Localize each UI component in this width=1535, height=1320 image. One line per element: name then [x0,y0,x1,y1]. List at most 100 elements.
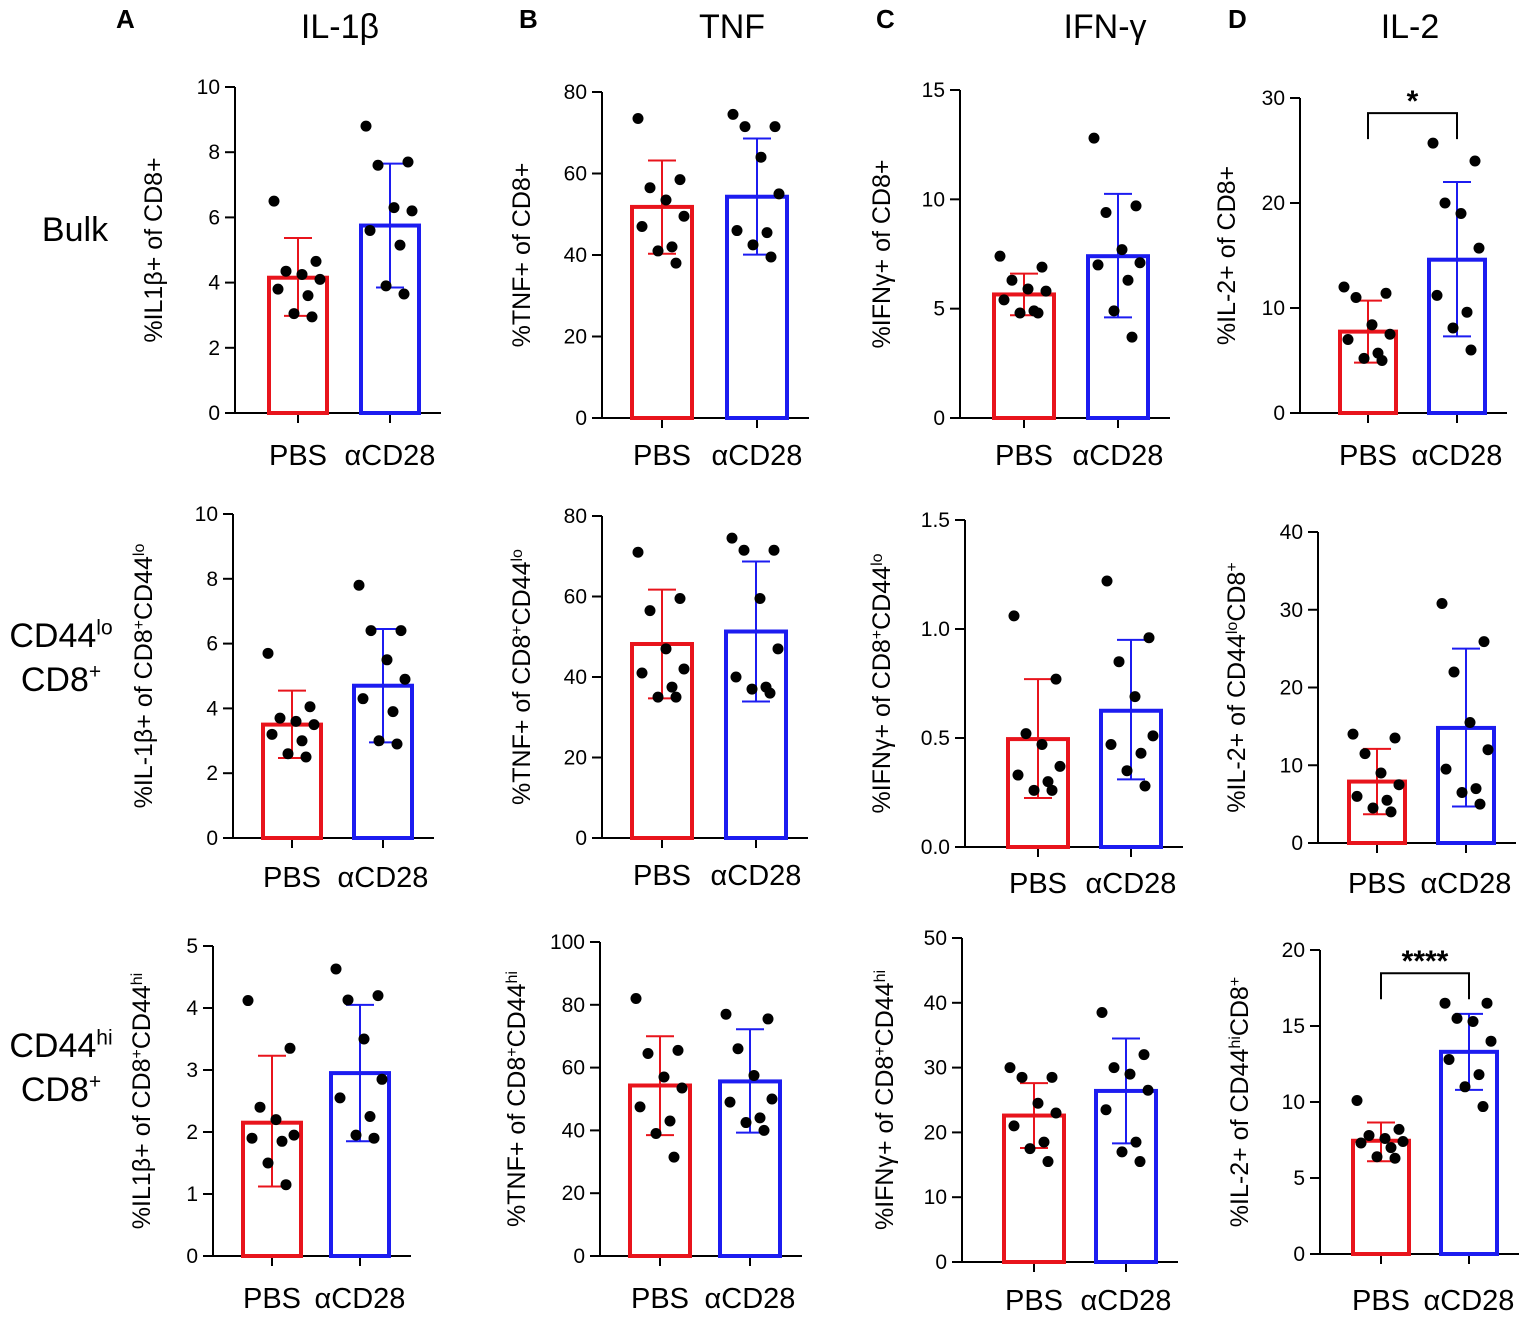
data-point [1116,1146,1128,1158]
data-point [1482,744,1494,756]
data-point [739,121,751,133]
category-label: PBS [1339,440,1397,472]
y-tick-label: 20 [1282,939,1305,962]
data-point [381,654,393,666]
category-label: PBS [243,1283,301,1315]
significance-label: **** [1402,945,1449,978]
data-point [670,691,682,703]
data-point [1371,1151,1383,1163]
y-tick-label: 0 [206,827,218,850]
category-label: αCD28 [1424,1285,1515,1317]
data-point [1113,656,1125,668]
data-point [658,1071,670,1083]
data-point [732,1043,744,1055]
panel-letter-c: C [876,4,895,34]
data-point [373,735,385,747]
data-point [660,194,672,206]
category-label: αCD28 [711,860,802,892]
data-point [650,1128,662,1140]
data-point [1036,261,1048,273]
data-point [632,546,644,558]
y-axis-label: %IFNγ+ of CD8+CD44hi [871,970,899,1230]
data-point [644,182,656,194]
y-tick-label: 10 [197,76,220,99]
data-point [1050,1107,1062,1119]
chart-panel-a-3: 0 1 2 3 4 5 PBS αCD28 %IL1β+ of CD8+CD44hi [128,935,411,1315]
data-point [772,643,784,655]
data-point [1046,784,1058,796]
y-tick-label: 20 [924,1121,947,1144]
data-point [1338,281,1350,293]
data-point [276,1135,288,1147]
data-point [334,1092,346,1104]
data-point [1461,306,1473,318]
y-tick-label: 1.0 [921,618,950,641]
data-point [1042,776,1054,788]
row-label-cd44hi: CD44hi CD8+ [9,1026,113,1110]
data-point [1389,732,1401,744]
data-point [266,728,278,740]
data-point [1122,274,1134,286]
y-tick-label: 6 [206,633,218,656]
data-point [768,544,780,556]
data-point [1366,319,1378,331]
y-tick-label: 0.0 [921,836,950,859]
data-point [1092,259,1104,271]
data-point [380,280,392,292]
data-point [678,663,690,675]
data-point [1393,779,1405,791]
data-point [636,667,648,679]
y-tick-label: 40 [924,992,947,1015]
data-point [998,294,1010,306]
panel-letter-a: A [116,4,135,34]
y-axis-label: %IFNγ+ of CD8+ [868,160,896,349]
data-point [1363,1129,1375,1141]
y-tick-label: 30 [1280,599,1303,622]
data-point [1470,783,1482,795]
data-point [1134,257,1146,269]
data-point [1088,132,1100,144]
data-point [766,1093,778,1105]
data-point [262,1157,274,1169]
category-label: αCD28 [1081,1285,1172,1317]
data-point [720,1008,732,1020]
category-label: PBS [1005,1285,1063,1317]
y-tick-label: 10 [195,503,218,526]
category-label: αCD28 [338,862,429,894]
data-point [1376,355,1388,366]
data-point [1473,242,1485,254]
data-point [1108,305,1120,317]
y-tick-label: 2 [186,1121,198,1144]
data-point [1469,155,1481,167]
y-tick-label: 60 [564,586,587,609]
y-tick-label: 40 [562,1119,585,1142]
y-tick-label: 20 [564,326,587,349]
data-point [1384,328,1396,340]
data-point [388,202,400,214]
data-point [358,1033,370,1045]
category-label: αCD28 [1421,868,1512,900]
data-point [1380,287,1392,299]
y-tick-label: 40 [564,244,587,267]
data-point [1138,1049,1150,1061]
data-point [1385,806,1397,818]
y-tick-label: 6 [208,206,220,229]
y-tick-label: 100 [550,931,585,954]
data-point [1101,575,1113,587]
data-point [1431,289,1443,301]
y-axis-label: %TNF+ of CD8+CD44lo [508,549,536,805]
data-point [1397,1136,1409,1148]
data-point [726,532,738,544]
category-label: PBS [1352,1285,1410,1317]
data-point [754,1112,766,1124]
y-tick-label: 30 [1262,87,1285,110]
y-tick-label: 80 [562,994,585,1017]
chart-panel-b-1: 0 20 40 60 80 PBS αCD28 %TNF+ of CD8+ [508,81,809,472]
data-point [1456,786,1468,798]
y-axis-label: %IL-2+ of CD44hiCD8+ [1226,977,1254,1227]
significance-label: * [1407,85,1419,118]
data-point [280,265,292,277]
data-point [755,151,767,163]
y-tick-label: 4 [208,272,220,295]
